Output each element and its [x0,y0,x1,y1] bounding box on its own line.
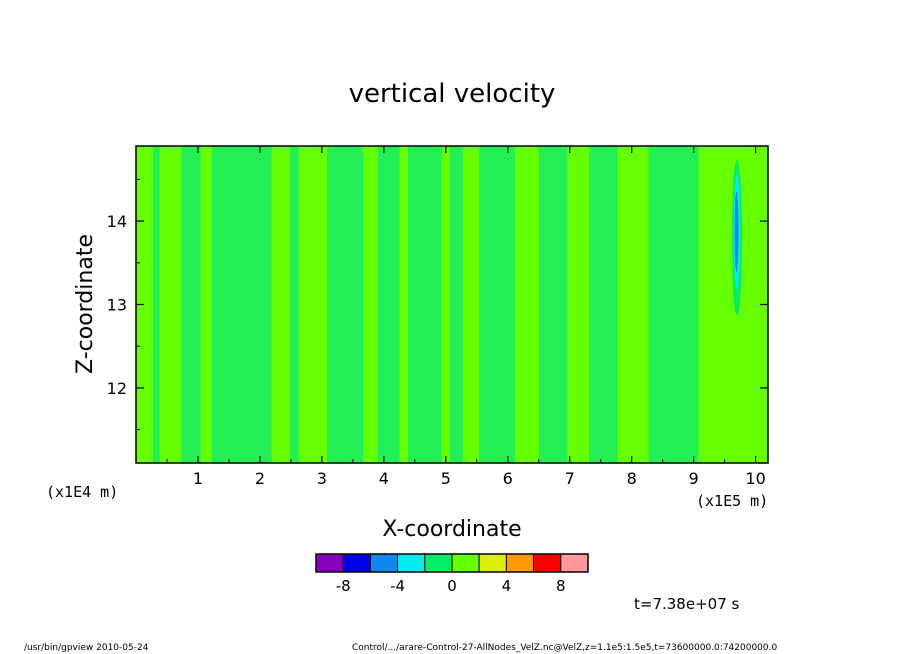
contour-band [567,146,589,463]
y-axis-ticks: 12 13 14 [107,178,768,431]
colorbar-tick-label: 0 [447,577,457,595]
contour-band [462,146,469,463]
x-axis-ticks: 1 2 3 4 5 6 7 8 9 10 [166,146,766,488]
colorbar-swatch [342,553,371,573]
contour-band [515,146,539,463]
colorbar-swatch [369,553,399,573]
colorbar-frame [315,553,589,573]
contour-band [441,146,450,463]
y-axis-label: Z-coordinate [73,234,98,374]
y-tick-label: 14 [107,212,127,231]
colorbar-tick-label: -4 [390,577,405,595]
x-axis-label: X-coordinate [382,517,521,542]
x-scale-label: (x1E5 m) [696,492,768,510]
colorbar-swatch [424,553,453,573]
colorbar-swatch [560,553,589,573]
x-tick-label: 6 [503,469,513,488]
time-label: t=7.38e+07 s [634,595,740,613]
colorbar-tick-label: -8 [336,577,351,595]
x-tick-label: 5 [441,469,451,488]
y-tick-label: 12 [107,379,127,398]
x-tick-label: 4 [379,469,389,488]
contour-band [709,146,736,463]
contour-band [363,146,378,463]
colorbar-swatch [478,553,507,573]
footer-right: Control/.../arare-Control-27-AllNodes_Ve… [352,643,777,653]
contour-band [698,146,710,463]
contour-band [468,146,480,463]
colorbar-tick-label: 4 [502,577,512,595]
colorbar-swatch [451,553,480,573]
contour-band [298,146,328,463]
colorbar-swatch [397,553,426,573]
colorbar-swatch [315,553,344,573]
colorbar-tick-label: 8 [556,577,566,595]
x-tick-label: 9 [689,469,699,488]
contour-field [136,146,768,463]
colorbar: -8 -4 0 4 8 [315,553,589,595]
contour-band [271,146,291,463]
plot-background [136,146,768,463]
contour-band [617,146,634,463]
contour-band [399,146,408,463]
contour-band [136,146,153,463]
x-tick-label: 7 [565,469,575,488]
colorbar-swatch [533,553,562,573]
footer-left: /usr/bin/gpview 2010-05-24 [24,643,149,653]
x-tick-label: 1 [193,469,203,488]
contour-band [200,146,212,463]
x-tick-label: 2 [255,469,265,488]
y-scale-label: (x1E4 m) [46,483,118,501]
x-tick-label: 3 [317,469,327,488]
y-tick-label: 13 [107,296,127,315]
anomaly-core [734,191,739,272]
contour-band [175,146,182,463]
colorbar-swatch [505,553,535,573]
contour-band [159,146,176,463]
x-tick-label: 10 [745,469,765,488]
contour-band [633,146,649,463]
x-tick-label: 8 [627,469,637,488]
chart-title: vertical velocity [349,79,556,109]
